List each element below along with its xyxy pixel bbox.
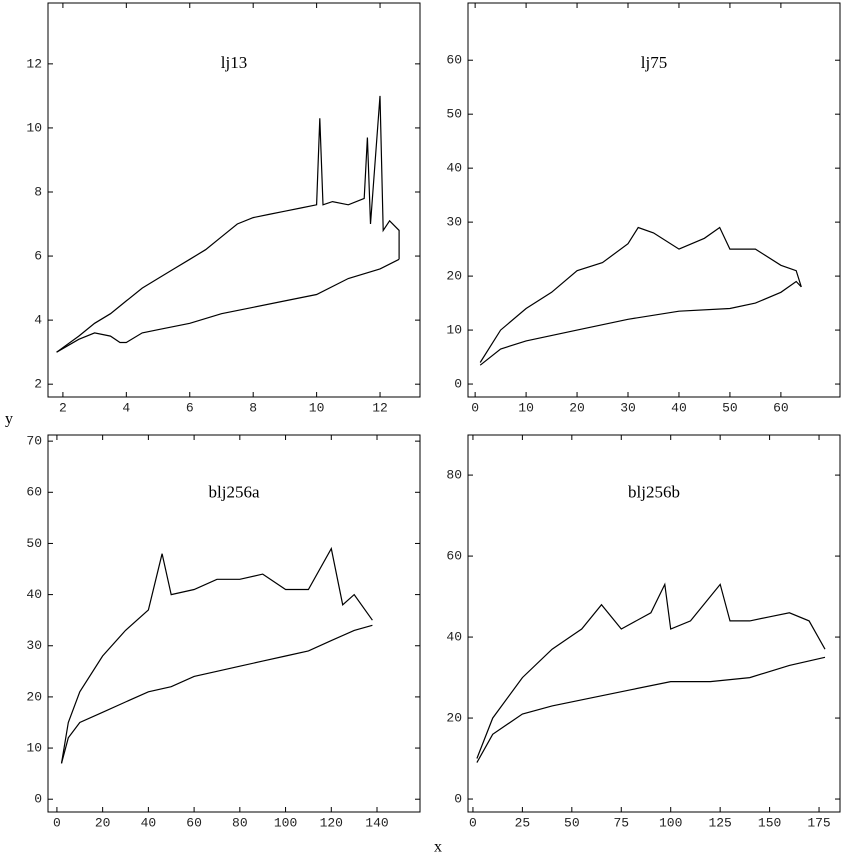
- x-tick-label: 60: [773, 400, 789, 415]
- plot-frame: [467, 2, 841, 398]
- plot-frame: [47, 434, 421, 813]
- y-tick-label: 0: [454, 376, 462, 391]
- x-tick-label: 10: [309, 400, 325, 415]
- y-tick-label: 40: [446, 630, 462, 645]
- y-tick-label: 20: [446, 710, 462, 725]
- x-tick-label: 20: [569, 400, 585, 415]
- upper-envelope: [60, 546, 373, 764]
- upper-envelope: [479, 226, 802, 363]
- x-tick-label: 75: [613, 815, 629, 830]
- y-tick-label: 60: [446, 53, 462, 68]
- x-tick-label: 6: [186, 400, 194, 415]
- chart-title: blj256b: [628, 482, 680, 501]
- x-tick-label: 25: [515, 815, 531, 830]
- x-tick-label: 0: [469, 815, 477, 830]
- x-tick-label: 40: [141, 815, 157, 830]
- lower-envelope: [479, 280, 802, 366]
- x-tick-label: 150: [758, 815, 781, 830]
- y-tick-label: 10: [26, 120, 42, 135]
- y-tick-label: 20: [26, 689, 42, 704]
- x-tick-label: 40: [671, 400, 687, 415]
- y-tick-label: 2: [34, 377, 42, 392]
- x-axis-label: x: [434, 839, 442, 855]
- x-tick-label: 0: [53, 815, 61, 830]
- plot-frame: [467, 434, 841, 813]
- x-tick-label: 120: [320, 815, 343, 830]
- x-tick-label: 8: [249, 400, 257, 415]
- lower-envelope: [60, 624, 373, 764]
- y-tick-label: 4: [34, 313, 42, 328]
- y-tick-label: 60: [26, 485, 42, 500]
- y-tick-label: 20: [446, 269, 462, 284]
- lower-envelope: [476, 656, 826, 763]
- y-tick-label: 80: [446, 468, 462, 483]
- x-tick-label: 125: [708, 815, 731, 830]
- x-tick-label: 140: [365, 815, 388, 830]
- x-tick-label: 100: [274, 815, 297, 830]
- upper-envelope: [476, 582, 826, 759]
- y-tick-label: 30: [26, 638, 42, 653]
- y-tick-label: 50: [446, 107, 462, 122]
- x-tick-label: 50: [564, 815, 580, 830]
- x-tick-label: 30: [620, 400, 636, 415]
- y-tick-label: 40: [446, 161, 462, 176]
- x-tick-label: 0: [471, 400, 479, 415]
- x-tick-label: 80: [232, 815, 248, 830]
- x-tick-label: 20: [95, 815, 111, 830]
- lower-envelope: [56, 258, 400, 353]
- y-tick-label: 6: [34, 248, 42, 263]
- x-tick-label: 100: [659, 815, 682, 830]
- y-tick-label: 60: [446, 549, 462, 564]
- chart-title: lj75: [641, 53, 667, 72]
- y-tick-label: 30: [446, 215, 462, 230]
- chart-title: lj13: [221, 53, 247, 72]
- x-tick-label: 12: [372, 400, 388, 415]
- y-axis-label: y: [5, 411, 13, 428]
- y-tick-label: 8: [34, 184, 42, 199]
- y-tick-label: 70: [26, 434, 42, 449]
- x-tick-label: 10: [518, 400, 534, 415]
- plot-frame: [47, 2, 421, 398]
- y-tick-label: 0: [454, 791, 462, 806]
- y-tick-label: 10: [446, 323, 462, 338]
- y-tick-label: 12: [26, 56, 42, 71]
- x-tick-label: 175: [807, 815, 830, 830]
- x-tick-label: 2: [59, 400, 67, 415]
- x-tick-label: 50: [722, 400, 738, 415]
- y-tick-label: 10: [26, 740, 42, 755]
- x-tick-label: 4: [122, 400, 130, 415]
- x-tick-label: 60: [186, 815, 202, 830]
- y-tick-label: 0: [34, 792, 42, 807]
- upper-envelope: [56, 95, 400, 353]
- chart-title: blj256a: [209, 482, 260, 501]
- y-tick-label: 50: [26, 536, 42, 551]
- y-tick-label: 40: [26, 587, 42, 602]
